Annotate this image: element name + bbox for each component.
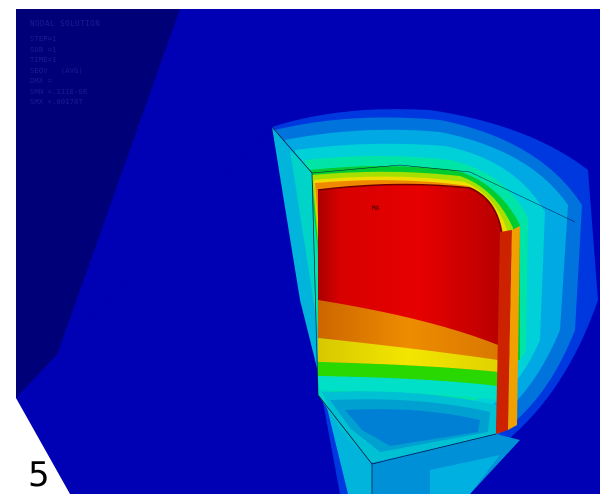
result-line-time: TIME=1 [30,56,57,64]
max-marker-label: MX [372,205,380,212]
result-line-step: STEP=1 [30,35,57,43]
model-edges-top [311,164,576,223]
result-title: NODAL SOLUTION [30,19,101,28]
inner-cylinder-cyan [318,376,497,400]
front-wedge-dark [430,455,500,494]
inner-cylinder-red-rim [317,183,503,237]
inner-cylinder-yellow [318,338,498,372]
result-line-seqv: SEQV (AVG) [30,66,83,75]
result-line-dmx: DMX = [30,77,53,85]
result-line-smn: SMN =.111E-06 [30,87,88,96]
frame-number: 5 [28,455,50,495]
front-wedge [372,434,520,494]
bottom-cap-inner [345,409,480,446]
cut-face-left-inner [290,150,335,420]
symmetry-plane-outer-lower [16,127,372,494]
cut-face-right-band [508,226,520,430]
corner-background [16,398,70,494]
cut-face-left [272,127,372,494]
result-line-sub: SUB =1 [30,45,57,54]
result-info-panel: NODAL SOLUTION STEP=1 SUB =1 TIME=1 SEQV… [30,19,150,108]
model-edges-right [371,433,497,465]
model-edges [271,126,373,494]
inner-cylinder-green [318,362,498,386]
result-line-smx: SMX =.001787 [30,98,83,106]
inner-cylinder-red [318,184,502,345]
cut-face-right-edge [496,230,512,434]
inner-cylinder-orange [318,300,498,360]
